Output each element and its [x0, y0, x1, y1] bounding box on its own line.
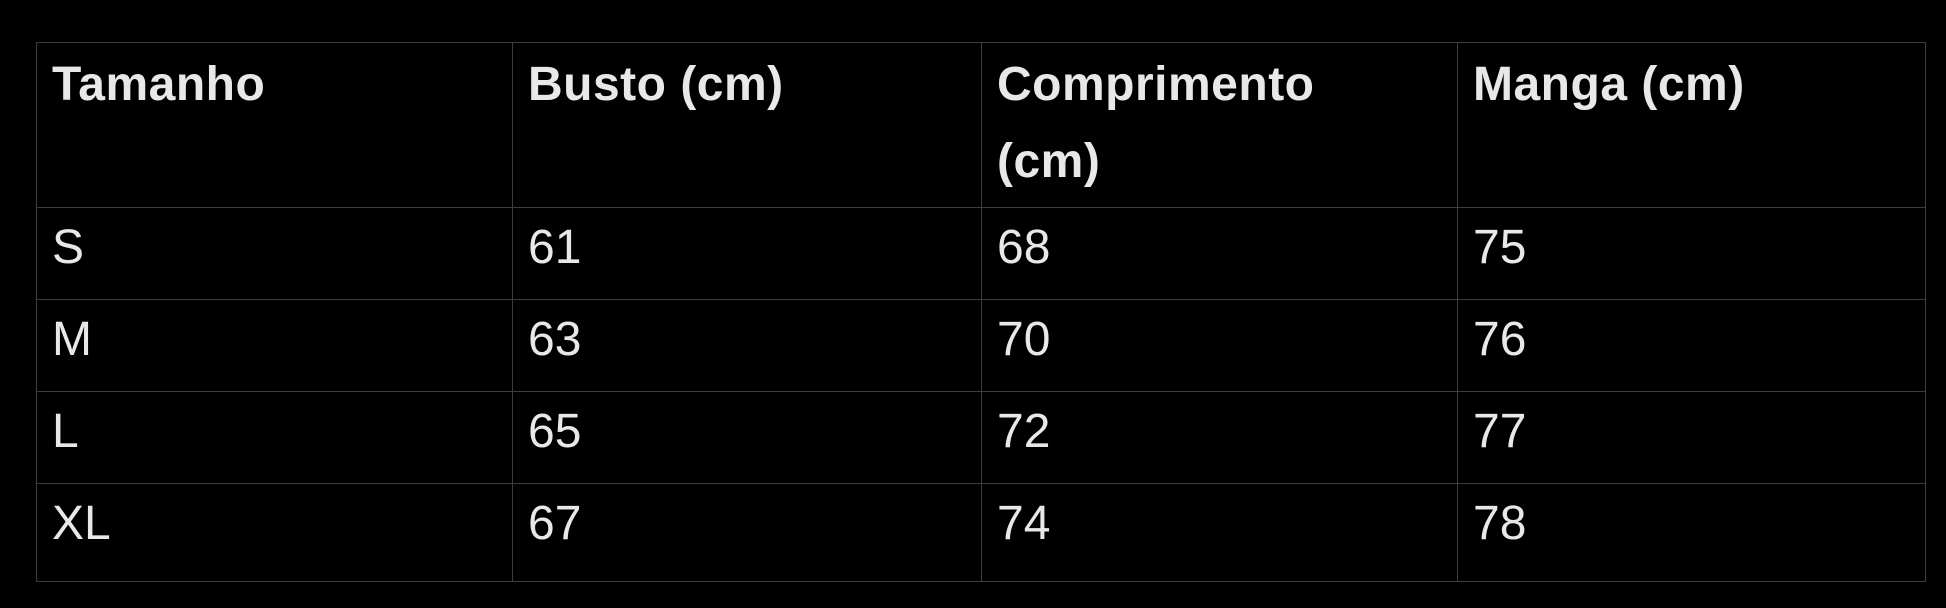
cell-comprimento: 68: [981, 206, 1458, 300]
cell-manga: 78: [1457, 482, 1926, 582]
cell-manga: 76: [1457, 298, 1926, 392]
cell-manga: 77: [1457, 390, 1926, 484]
col-header-comprimento: Comprimento (cm): [981, 42, 1458, 208]
size-chart-section: Tamanho Busto (cm) Comprimento (cm) Mang…: [36, 42, 1926, 582]
cell-busto: 61: [512, 206, 982, 300]
table-body: S 61 68 75 M 63 70 76 L 65 72 77 XL 67 7…: [36, 206, 1926, 582]
table-row-l: L 65 72 77: [36, 390, 1926, 484]
col-header-manga: Manga (cm): [1457, 42, 1926, 208]
table-row-xl: XL 67 74 78: [36, 482, 1926, 582]
table-row-m: M 63 70 76: [36, 298, 1926, 392]
cell-tamanho: M: [36, 298, 513, 392]
cell-tamanho: XL: [36, 482, 513, 582]
cell-busto: 67: [512, 482, 982, 582]
table-header: Tamanho Busto (cm) Comprimento (cm) Mang…: [36, 42, 1926, 208]
table-row-s: S 61 68 75: [36, 206, 1926, 300]
cell-comprimento: 70: [981, 298, 1458, 392]
cell-tamanho: S: [36, 206, 513, 300]
cell-busto: 63: [512, 298, 982, 392]
cell-tamanho: L: [36, 390, 513, 484]
cell-comprimento: 72: [981, 390, 1458, 484]
header-row: Tamanho Busto (cm) Comprimento (cm) Mang…: [36, 42, 1926, 208]
cell-manga: 75: [1457, 206, 1926, 300]
col-header-busto: Busto (cm): [512, 42, 982, 208]
cell-busto: 65: [512, 390, 982, 484]
cell-comprimento: 74: [981, 482, 1458, 582]
col-header-tamanho: Tamanho: [36, 42, 513, 208]
size-chart-table: Tamanho Busto (cm) Comprimento (cm) Mang…: [36, 42, 1926, 582]
